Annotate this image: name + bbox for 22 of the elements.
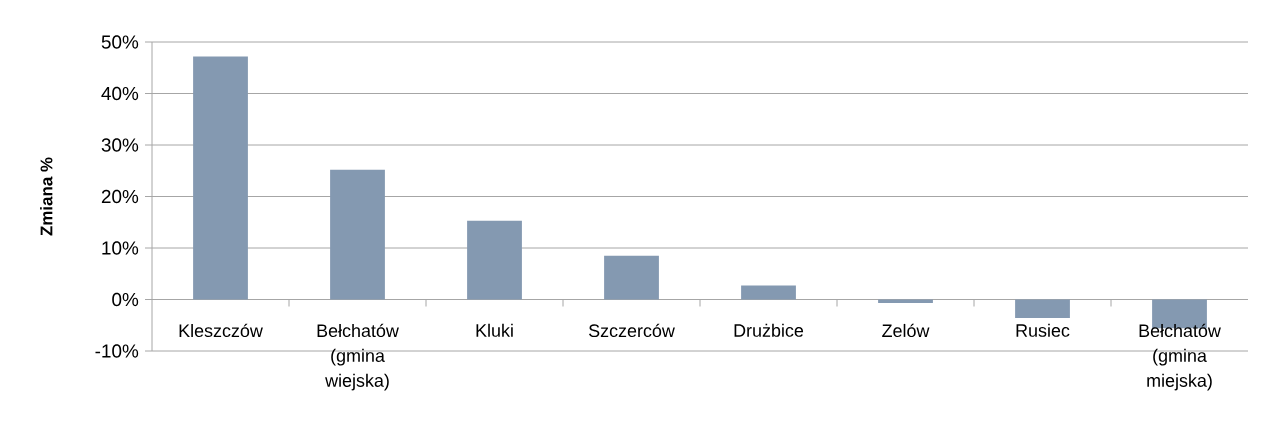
y-tick-label: 20% bbox=[101, 189, 139, 204]
y-tick-label: 50% bbox=[101, 35, 139, 49]
y-tick-label: 40% bbox=[101, 86, 139, 101]
x-tick-label: Szczerców bbox=[588, 323, 675, 338]
bar bbox=[193, 56, 248, 300]
bar bbox=[330, 169, 385, 300]
x-tick-label: Rusiec bbox=[1016, 323, 1070, 337]
y-tick-label: 0% bbox=[112, 292, 139, 307]
bar bbox=[741, 285, 796, 300]
y-axis-title: Zmiana % bbox=[40, 157, 53, 236]
y-tick-label: 10% bbox=[102, 241, 139, 255]
bar bbox=[604, 255, 659, 300]
x-tick-label: Zelów bbox=[882, 323, 930, 338]
y-tick-label: -10% bbox=[95, 344, 139, 358]
x-tick-label: Bełchatów (gmina wiejska) bbox=[317, 323, 399, 391]
x-tick-label: Drużbice bbox=[734, 323, 804, 337]
x-tick-label: Bełchatów (gmina miejska) bbox=[1139, 323, 1221, 391]
x-tick-label: Kleszczów bbox=[179, 323, 263, 338]
y-tick-label: 30% bbox=[101, 138, 139, 152]
bar bbox=[467, 220, 522, 300]
x-tick-label: Kluki bbox=[476, 323, 513, 337]
bar bbox=[1015, 299, 1070, 319]
